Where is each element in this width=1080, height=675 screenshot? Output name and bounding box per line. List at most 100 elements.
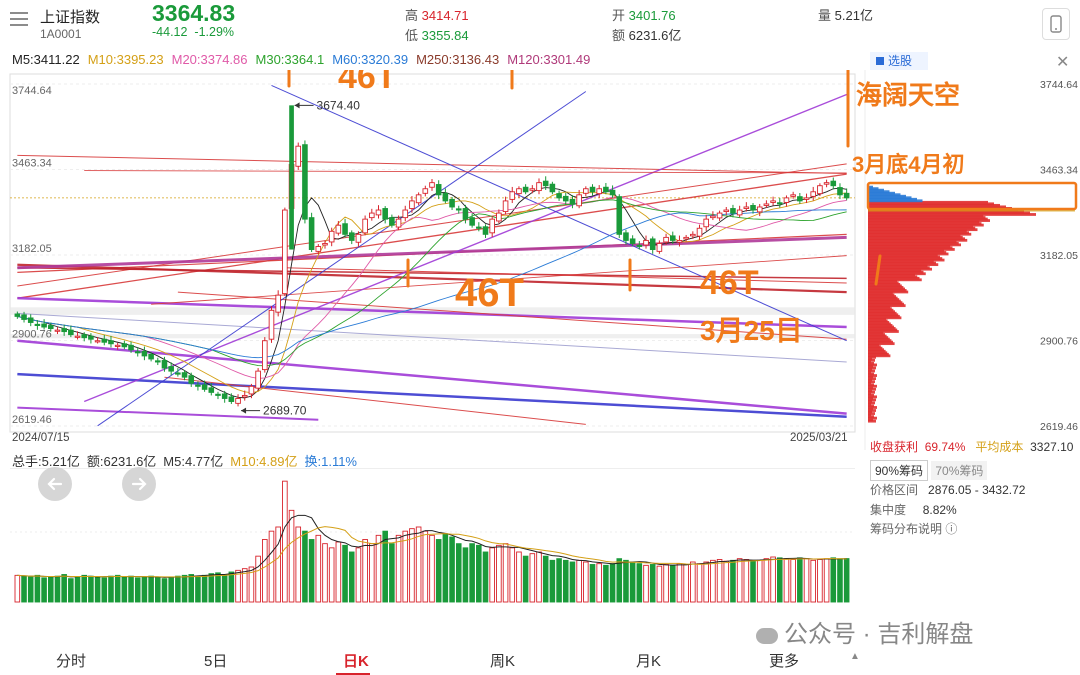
trend-line <box>271 84 847 342</box>
candle-body <box>823 182 830 185</box>
candle-body <box>496 212 502 222</box>
list-icon[interactable] <box>10 12 28 26</box>
chip-bar <box>868 193 901 197</box>
volume-bar <box>268 530 275 603</box>
volume-bar <box>188 574 195 603</box>
tab-90-chip[interactable]: 90%筹码 <box>870 460 929 481</box>
volume-bar <box>656 565 663 603</box>
volume-bar <box>449 536 455 603</box>
phone-icon[interactable] <box>1042 8 1070 40</box>
volume-bar <box>422 530 429 603</box>
chip-bar <box>868 418 873 422</box>
chip-bar <box>868 409 876 412</box>
chip-bar <box>868 339 892 343</box>
prev-arrow-button[interactable] <box>38 467 72 501</box>
tab-5day[interactable]: 5日 <box>204 653 228 670</box>
chip-concentration: 集中度 8.82% <box>870 503 957 517</box>
index-code: 1A0001 <box>40 27 82 41</box>
volume-bar <box>181 574 188 603</box>
tab-more[interactable]: 更多 <box>769 653 800 670</box>
chip-bar <box>868 226 976 230</box>
volume-bar <box>88 575 94 603</box>
chip-y-label: 3463.34 <box>1040 165 1078 177</box>
volume-bar <box>569 561 576 603</box>
candle-body <box>783 197 790 203</box>
next-arrow-button[interactable] <box>122 467 156 501</box>
candle-body <box>114 344 121 347</box>
volume-bar <box>837 558 843 603</box>
chip-bar <box>868 380 875 384</box>
candle-body <box>529 188 536 191</box>
ma-legend-item: M5:3411.22 <box>12 52 80 67</box>
candle-body <box>88 335 94 340</box>
arrow-left-icon <box>294 102 300 109</box>
volume-bar <box>716 559 723 603</box>
volume-ma-line <box>17 526 847 578</box>
candle-body <box>268 309 275 340</box>
chip-bar <box>868 286 904 289</box>
volume-bar <box>817 559 823 603</box>
volume-legend-item: 换:1.11% <box>304 454 357 469</box>
chip-bar <box>868 330 899 333</box>
tab-70-chip[interactable]: 70%筹码 <box>931 461 988 480</box>
volume-bar <box>469 543 475 603</box>
chip-bar <box>868 363 877 367</box>
volume-bar <box>522 555 529 603</box>
chip-bar <box>868 222 982 225</box>
stock-picker-tab[interactable]: 选股 <box>870 52 928 70</box>
chip-bar <box>868 290 909 294</box>
active-tab-indicator <box>336 673 370 675</box>
tab-weekly[interactable]: 周K <box>490 653 516 670</box>
candle-body <box>690 233 696 237</box>
chip-bar <box>868 351 888 355</box>
chip-bar <box>868 352 889 356</box>
candle-body <box>817 185 823 195</box>
close-icon[interactable]: ✕ <box>1056 54 1070 71</box>
candle-body <box>14 313 21 317</box>
volume-bar <box>810 559 817 603</box>
chip-bar <box>868 287 905 291</box>
tab-intraday[interactable]: 分时 <box>56 653 87 670</box>
volume-bar <box>235 569 241 603</box>
amount-value: 6231.6亿 <box>628 28 682 43</box>
chip-bar <box>868 377 876 381</box>
volume-bar <box>629 561 636 603</box>
kline-chart[interactable]: 3744.64 3463.34 3182.05 2900.76 2619.46 3744… <box>0 70 1080 450</box>
chip-bar <box>868 205 1006 209</box>
volume-bar <box>228 571 235 603</box>
caret-up-icon[interactable]: ▲ <box>850 651 860 662</box>
candle-body <box>61 328 67 333</box>
chip-explain-link[interactable]: 筹码分布说明 ⓘ <box>870 522 958 536</box>
trend-line <box>17 173 847 299</box>
candle-body <box>315 246 322 252</box>
chip-bar <box>868 403 871 406</box>
tab-monthly[interactable]: 月K <box>636 653 662 670</box>
candle-body <box>676 239 683 243</box>
ma-legend-item: M30:3364.1 <box>255 52 325 67</box>
candle-body <box>128 344 134 351</box>
volume-bar <box>623 559 629 603</box>
candle-body <box>409 200 415 209</box>
chip-bar <box>868 267 932 271</box>
volume-bar <box>47 576 54 603</box>
volume-bar <box>395 534 402 603</box>
chip-bar <box>868 244 951 248</box>
volume-bar <box>549 559 556 603</box>
chip-bar <box>868 248 955 251</box>
candle-body <box>94 340 101 343</box>
arrow-left-icon <box>47 477 63 491</box>
trend-line <box>17 372 847 418</box>
volume-bar <box>589 564 596 603</box>
tab-daily[interactable]: 日K <box>343 653 369 670</box>
volume-bar <box>455 543 462 603</box>
hand-highlight-box <box>866 181 1078 211</box>
ma-legend: M5:3411.22 M10:3395.23 M20:3374.86 M30:3364… <box>12 52 598 67</box>
volume-bar <box>308 539 315 603</box>
chip-y-label: 3744.64 <box>1040 79 1078 91</box>
chip-bar <box>868 401 875 405</box>
candle-body <box>750 205 756 211</box>
chip-bar <box>868 349 886 353</box>
volume-bar <box>562 559 569 603</box>
volume-bar <box>168 576 174 603</box>
ma-legend-item: M250:3136.43 <box>416 52 500 67</box>
